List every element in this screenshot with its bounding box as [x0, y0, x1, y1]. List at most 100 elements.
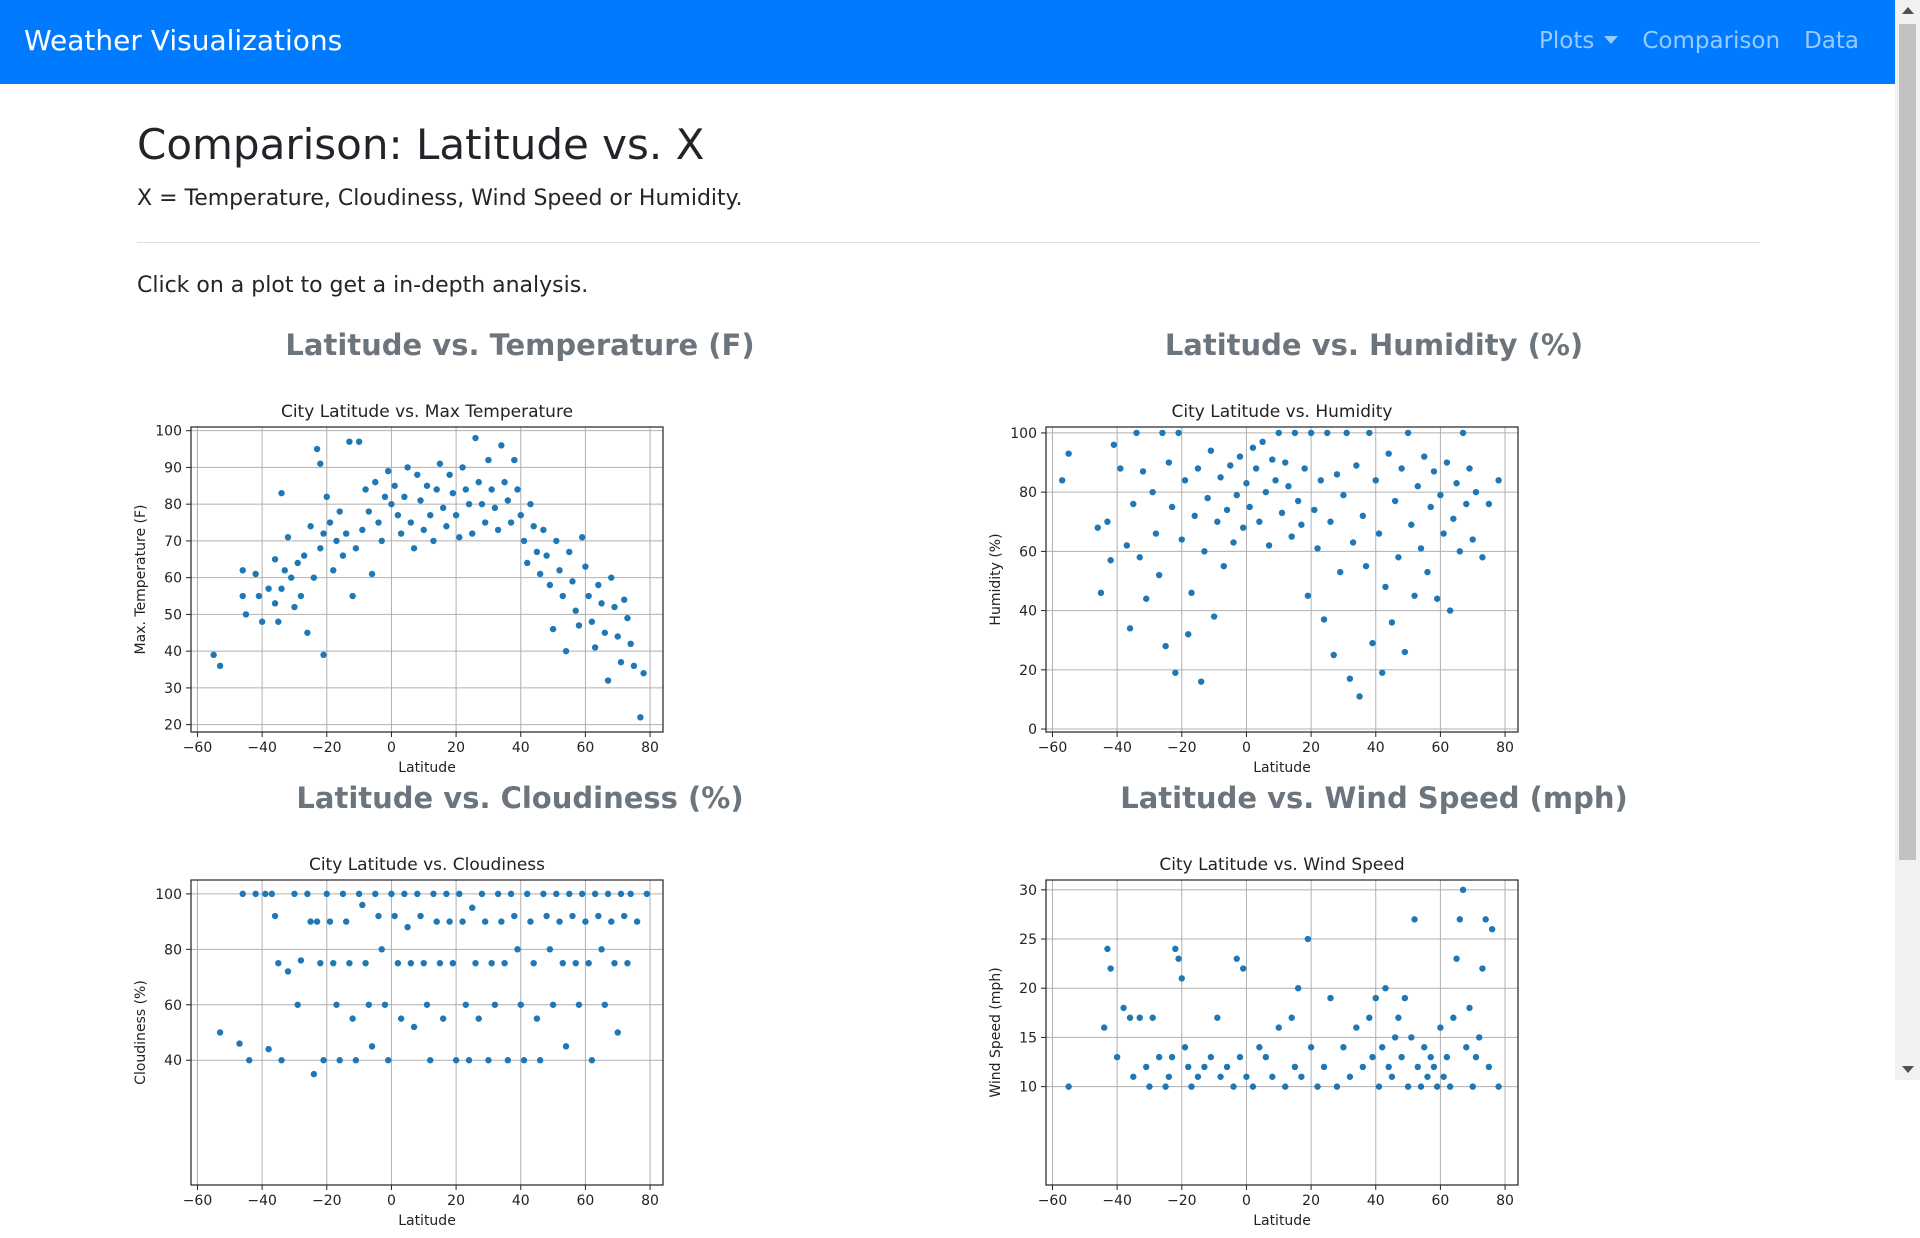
data-point: [359, 901, 366, 909]
data-point: [391, 912, 398, 920]
y-axis-label: Cloudiness (%): [133, 980, 149, 1085]
data-point: [459, 464, 466, 471]
x-tick-label: 60: [576, 740, 594, 756]
data-point: [1233, 955, 1240, 962]
data-point: [1294, 497, 1302, 505]
data-point: [323, 493, 330, 501]
data-point: [388, 500, 395, 508]
data-point: [1217, 1073, 1224, 1080]
data-point: [1123, 542, 1131, 549]
data-point: [1466, 465, 1473, 472]
data-point: [1185, 1063, 1192, 1071]
data-point: [1256, 518, 1263, 525]
data-point: [601, 1001, 609, 1008]
data-point: [216, 1029, 224, 1036]
data-point: [1324, 429, 1331, 437]
data-point: [608, 574, 615, 581]
data-point: [1398, 465, 1405, 472]
brand-link[interactable]: Weather Visualizations: [24, 24, 343, 57]
data-point: [1172, 945, 1179, 953]
data-point: [1453, 955, 1460, 962]
data-point: [1282, 459, 1289, 466]
data-point: [284, 534, 292, 541]
data-point: [1414, 1063, 1421, 1071]
scroll-down-icon[interactable]: [1902, 1066, 1914, 1073]
plot-temperature[interactable]: City Latitude vs. Max Temperature −60 −40 −…: [127, 395, 667, 785]
plot-humidity[interactable]: City Latitude vs. Humidity −60 −40 −20 0 20 40…: [982, 395, 1522, 785]
data-point: [569, 578, 576, 585]
data-point: [252, 570, 259, 578]
x-tick-label: −20: [1167, 740, 1197, 756]
data-point: [1372, 477, 1379, 484]
data-point: [242, 611, 250, 618]
data-point: [394, 511, 402, 519]
plot-windspeed[interactable]: City Latitude vs. Wind Speed −60 −40 −20 0 20…: [982, 848, 1522, 1238]
page-scrollbar[interactable]: [1895, 0, 1920, 1080]
data-point: [391, 482, 398, 489]
data-point: [1262, 488, 1270, 496]
y-tick-label: 30: [164, 681, 182, 697]
data-point: [491, 504, 499, 512]
data-point: [498, 918, 505, 925]
data-point: [1385, 450, 1392, 457]
data-point: [478, 500, 486, 508]
data-point: [239, 567, 246, 574]
data-point: [520, 1057, 528, 1064]
data-point: [236, 1040, 243, 1047]
data-point: [1220, 562, 1228, 570]
page-subtitle: X = Temperature, Cloudiness, Wind Speed …: [137, 186, 743, 211]
scroll-up-icon[interactable]: [1902, 7, 1914, 14]
data-point: [585, 592, 592, 600]
data-point: [430, 890, 437, 898]
data-point: [637, 714, 644, 721]
data-point: [1395, 554, 1402, 561]
data-point: [630, 662, 638, 670]
data-point: [423, 482, 431, 489]
data-point: [504, 497, 512, 504]
nav-data-link[interactable]: Data: [1804, 28, 1859, 54]
data-point: [591, 890, 599, 898]
nav-plots-dropdown[interactable]: Plots: [1539, 28, 1619, 54]
plot-cloudiness[interactable]: City Latitude vs. Cloudiness −60 −40 −20 0 20…: [127, 848, 667, 1238]
x-tick-label: 20: [447, 1193, 465, 1209]
data-point: [1291, 429, 1299, 437]
nav-comparison-link[interactable]: Comparison: [1642, 28, 1781, 54]
data-point: [304, 629, 311, 636]
data-point: [1459, 886, 1467, 894]
data-point: [1304, 935, 1312, 943]
instruction-text: Click on a plot to get a in-depth analys…: [137, 273, 589, 298]
data-point: [459, 918, 466, 925]
chart-svg-temperature: City Latitude vs. Max Temperature −60 −40 −…: [133, 402, 664, 776]
scroll-thumb[interactable]: [1899, 24, 1916, 860]
data-point: [313, 918, 321, 925]
data-point: [488, 486, 495, 493]
data-point: [1197, 678, 1205, 685]
data-point: [553, 537, 560, 545]
navbar: Weather Visualizations Plots Comparison …: [0, 0, 1895, 84]
data-point: [378, 946, 385, 953]
data-point: [1362, 562, 1370, 570]
data-point: [355, 890, 363, 898]
data-point: [475, 1015, 482, 1022]
x-tick-label: −60: [183, 1193, 213, 1209]
data-point: [1375, 1083, 1383, 1090]
data-point: [1320, 1063, 1328, 1071]
data-point: [527, 500, 534, 508]
data-point: [1256, 1044, 1263, 1051]
data-point: [317, 959, 324, 967]
data-point: [627, 890, 634, 898]
data-point: [265, 585, 272, 592]
data-point: [1404, 429, 1412, 437]
data-point: [643, 890, 651, 898]
data-point: [278, 489, 285, 497]
data-point: [323, 890, 330, 898]
data-point: [1495, 1083, 1502, 1090]
data-point: [1469, 536, 1476, 543]
data-point: [372, 478, 379, 486]
data-point: [407, 959, 415, 967]
y-tick-label: 50: [164, 607, 182, 623]
x-tick-label: 20: [447, 740, 465, 756]
data-point: [1159, 429, 1166, 437]
data-point: [397, 530, 405, 537]
data-point: [1214, 1014, 1221, 1021]
